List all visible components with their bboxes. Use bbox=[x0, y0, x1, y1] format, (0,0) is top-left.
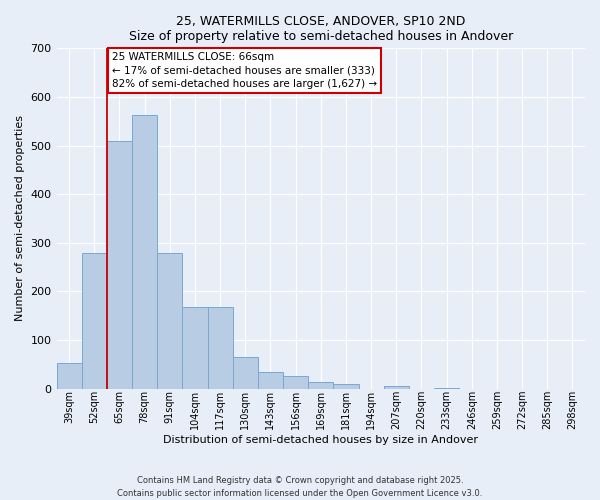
Title: 25, WATERMILLS CLOSE, ANDOVER, SP10 2ND
Size of property relative to semi-detach: 25, WATERMILLS CLOSE, ANDOVER, SP10 2ND … bbox=[128, 15, 513, 43]
Y-axis label: Number of semi-detached properties: Number of semi-detached properties bbox=[15, 116, 25, 322]
Bar bbox=[334, 384, 359, 388]
X-axis label: Distribution of semi-detached houses by size in Andover: Distribution of semi-detached houses by … bbox=[163, 435, 478, 445]
Bar bbox=[308, 382, 334, 388]
Bar bbox=[82, 254, 107, 388]
Bar bbox=[233, 357, 258, 388]
Bar bbox=[283, 376, 308, 388]
Text: Contains HM Land Registry data © Crown copyright and database right 2025.
Contai: Contains HM Land Registry data © Crown c… bbox=[118, 476, 482, 498]
Bar bbox=[182, 307, 208, 388]
Bar bbox=[208, 307, 233, 388]
Bar bbox=[132, 115, 157, 388]
Bar bbox=[383, 386, 409, 388]
Bar bbox=[258, 372, 283, 388]
Bar bbox=[157, 254, 182, 388]
Bar bbox=[107, 140, 132, 388]
Bar bbox=[56, 364, 82, 388]
Text: 25 WATERMILLS CLOSE: 66sqm
← 17% of semi-detached houses are smaller (333)
82% o: 25 WATERMILLS CLOSE: 66sqm ← 17% of semi… bbox=[112, 52, 377, 88]
